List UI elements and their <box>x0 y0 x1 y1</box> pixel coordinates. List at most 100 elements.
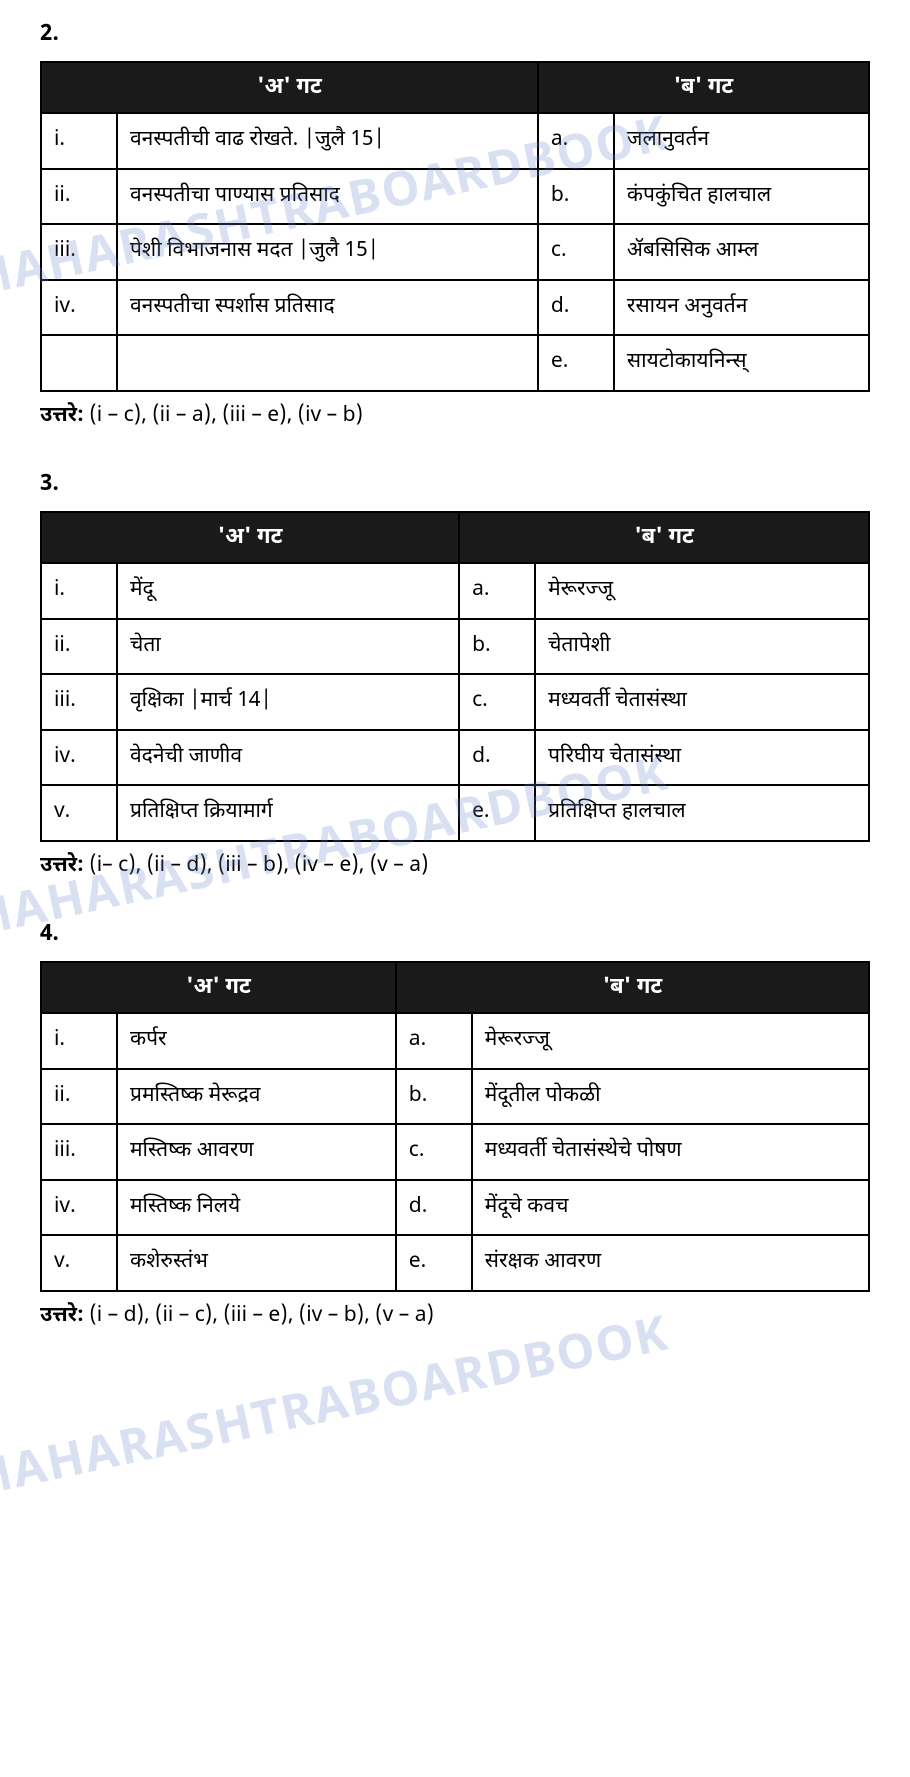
cell-b: प्रतिक्षिप्त हालचाल <box>535 785 869 841</box>
question-number: 4. <box>40 920 870 949</box>
cell-b: मध्यवर्ती चेतासंस्था <box>535 674 869 730</box>
cell-b: चेतापेशी <box>535 619 869 675</box>
answer-label: उत्तरे: <box>40 402 84 430</box>
column-header-b: 'ब' गट <box>396 962 869 1013</box>
row-letter: d. <box>396 1180 472 1236</box>
question-block: 3.'अ' गट'ब' गटi.मेंदूa.मेरूरज्जूii.चेताb… <box>40 470 870 880</box>
row-letter: d. <box>459 730 535 786</box>
cell-a: मस्तिष्क निलये <box>117 1180 396 1236</box>
row-letter: b. <box>396 1069 472 1125</box>
row-index: v. <box>41 785 117 841</box>
question-block: 2.'अ' गट'ब' गटi.वनस्पतीची वाढ रोखते. |जु… <box>40 20 870 430</box>
table-row: ii.चेताb.चेतापेशी <box>41 619 869 675</box>
table-row: iii.वृक्षिका |मार्च 14|c.मध्यवर्ती चेतास… <box>41 674 869 730</box>
row-index: iii. <box>41 674 117 730</box>
watermark: MAHARASHTRABOARDBOOK <box>0 1306 676 1517</box>
cell-b: ॲबसिसिक आम्ल <box>614 224 869 280</box>
cell-b: मेंदूचे कवच <box>472 1180 869 1236</box>
row-letter: b. <box>538 169 614 225</box>
table-row: i.मेंदूa.मेरूरज्जू <box>41 563 869 619</box>
question-number: 2. <box>40 20 870 49</box>
cell-a: कशेरुस्तंभ <box>117 1235 396 1291</box>
cell-a: वनस्पतीचा स्पर्शास प्रतिसाद <box>117 280 538 336</box>
cell-a: वृक्षिका |मार्च 14| <box>117 674 459 730</box>
document-content: 2.'अ' गट'ब' गटi.वनस्पतीची वाढ रोखते. |जु… <box>40 20 870 1330</box>
table-row: i.कर्परa.मेरूरज्जू <box>41 1013 869 1069</box>
row-index: i. <box>41 563 117 619</box>
column-header-a: 'अ' गट <box>41 512 459 563</box>
row-index: iii. <box>41 224 117 280</box>
row-index: ii. <box>41 1069 117 1125</box>
row-letter: c. <box>538 224 614 280</box>
table-row: v.कशेरुस्तंभe.संरक्षक आवरण <box>41 1235 869 1291</box>
answer-text: (i – d), (ii – c), (iii – e), (iv – b), … <box>89 1302 434 1330</box>
row-letter: a. <box>538 113 614 169</box>
cell-a: चेता <box>117 619 459 675</box>
row-letter: a. <box>459 563 535 619</box>
answer-line: उत्तरे: (i – d), (ii – c), (iii – e), (i… <box>40 1302 870 1330</box>
cell-b: मेरूरज्जू <box>535 563 869 619</box>
cell-b: मेंदूतील पोकळी <box>472 1069 869 1125</box>
answer-line: उत्तरे: (i– c), (ii – d), (iii – b), (iv… <box>40 852 870 880</box>
answer-line: उत्तरे: (i – c), (ii – a), (iii – e), (i… <box>40 402 870 430</box>
column-header-a: 'अ' गट <box>41 962 396 1013</box>
cell-b: परिघीय चेतासंस्था <box>535 730 869 786</box>
cell-b: रसायन अनुवर्तन <box>614 280 869 336</box>
cell-b: मध्यवर्ती चेतासंस्थेचे पोषण <box>472 1124 869 1180</box>
row-letter: e. <box>459 785 535 841</box>
row-index: iv. <box>41 1180 117 1236</box>
answer-text: (i– c), (ii – d), (iii – b), (iv – e), (… <box>89 852 428 880</box>
cell-b: मेरूरज्जू <box>472 1013 869 1069</box>
cell-a: मस्तिष्क आवरण <box>117 1124 396 1180</box>
match-table: 'अ' गट'ब' गटi.कर्परa.मेरूरज्जूii.प्रमस्त… <box>40 961 870 1292</box>
row-index: i. <box>41 113 117 169</box>
column-header-b: 'ब' गट <box>459 512 869 563</box>
column-header-a: 'अ' गट <box>41 62 538 113</box>
answer-label: उत्तरे: <box>40 1302 84 1330</box>
column-header-b: 'ब' गट <box>538 62 869 113</box>
question-block: 4.'अ' गट'ब' गटi.कर्परa.मेरूरज्जूii.प्रमस… <box>40 920 870 1330</box>
row-letter: e. <box>538 335 614 391</box>
cell-b: संरक्षक आवरण <box>472 1235 869 1291</box>
row-index: iv. <box>41 730 117 786</box>
cell-a: प्रमस्तिष्क मेरूद्रव <box>117 1069 396 1125</box>
match-table: 'अ' गट'ब' गटi.वनस्पतीची वाढ रोखते. |जुलै… <box>40 61 870 392</box>
table-row: iv.वनस्पतीचा स्पर्शास प्रतिसादd.रसायन अन… <box>41 280 869 336</box>
match-table: 'अ' गट'ब' गटi.मेंदूa.मेरूरज्जूii.चेताb.च… <box>40 511 870 842</box>
cell-a: पेशी विभाजनास मदत |जुलै 15| <box>117 224 538 280</box>
row-index: v. <box>41 1235 117 1291</box>
row-index: i. <box>41 1013 117 1069</box>
row-index: iv. <box>41 280 117 336</box>
cell-b: जलानुवर्तन <box>614 113 869 169</box>
row-letter: a. <box>396 1013 472 1069</box>
table-row: iv.वेदनेची जाणीवd.परिघीय चेतासंस्था <box>41 730 869 786</box>
table-row: i.वनस्पतीची वाढ रोखते. |जुलै 15|a.जलानुव… <box>41 113 869 169</box>
row-index: iii. <box>41 1124 117 1180</box>
table-row: e.सायटोकायनिन्स् <box>41 335 869 391</box>
table-row: iii.पेशी विभाजनास मदत |जुलै 15|c.ॲबसिसिक… <box>41 224 869 280</box>
cell-a: वेदनेची जाणीव <box>117 730 459 786</box>
answer-text: (i – c), (ii – a), (iii – e), (iv – b) <box>89 402 363 430</box>
table-row: ii.वनस्पतीचा पाण्यास प्रतिसादb.कंपकुंचित… <box>41 169 869 225</box>
cell-a: कर्पर <box>117 1013 396 1069</box>
cell-a <box>117 335 538 391</box>
cell-b: कंपकुंचित हालचाल <box>614 169 869 225</box>
table-row: ii.प्रमस्तिष्क मेरूद्रवb.मेंदूतील पोकळी <box>41 1069 869 1125</box>
answer-label: उत्तरे: <box>40 852 84 880</box>
question-number: 3. <box>40 470 870 499</box>
row-letter: c. <box>459 674 535 730</box>
row-letter: e. <box>396 1235 472 1291</box>
table-row: v.प्रतिक्षिप्त क्रियामार्गe.प्रतिक्षिप्त… <box>41 785 869 841</box>
row-letter: b. <box>459 619 535 675</box>
table-row: iii.मस्तिष्क आवरणc.मध्यवर्ती चेतासंस्थेच… <box>41 1124 869 1180</box>
cell-a: मेंदू <box>117 563 459 619</box>
row-letter: d. <box>538 280 614 336</box>
cell-a: प्रतिक्षिप्त क्रियामार्ग <box>117 785 459 841</box>
cell-a: वनस्पतीचा पाण्यास प्रतिसाद <box>117 169 538 225</box>
cell-b: सायटोकायनिन्स् <box>614 335 869 391</box>
row-index: ii. <box>41 619 117 675</box>
cell-a: वनस्पतीची वाढ रोखते. |जुलै 15| <box>117 113 538 169</box>
row-index: ii. <box>41 169 117 225</box>
row-letter: c. <box>396 1124 472 1180</box>
row-index <box>41 335 117 391</box>
